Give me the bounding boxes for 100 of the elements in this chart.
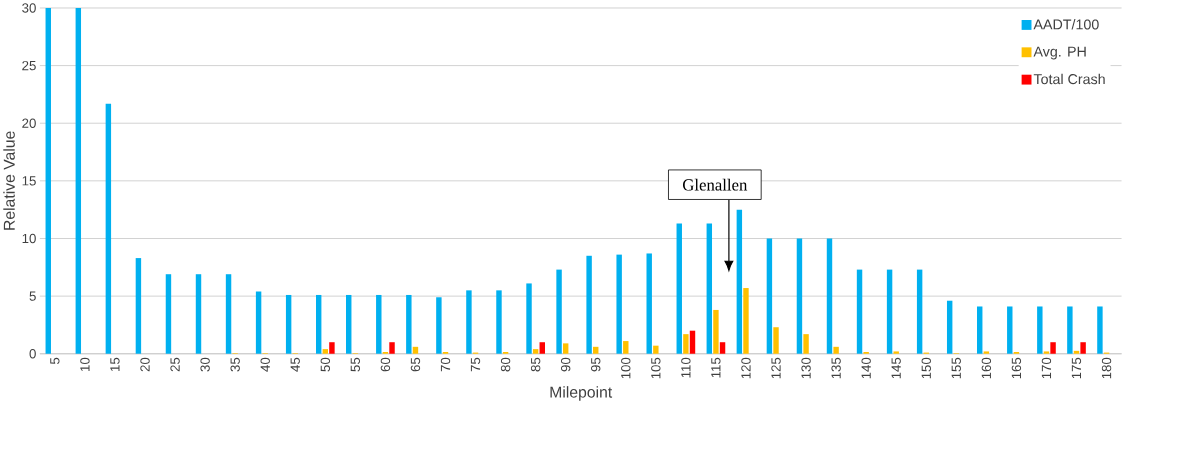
bar — [329, 342, 335, 354]
bar — [646, 253, 652, 354]
bar — [75, 8, 82, 354]
x-tick-label: 35 — [230, 357, 240, 372]
x-tick-label: 165 — [1011, 357, 1022, 379]
bar — [389, 342, 395, 354]
x-tick-label: 110 — [681, 357, 691, 378]
bar — [593, 346, 599, 354]
bar — [886, 269, 893, 354]
x-tick-label: 20 — [140, 357, 150, 372]
bar — [1037, 306, 1043, 354]
bar — [45, 8, 51, 354]
bar — [436, 297, 442, 354]
x-tick-label: 90 — [560, 357, 571, 372]
bar — [322, 349, 329, 354]
bar — [683, 334, 689, 354]
bar — [1067, 306, 1073, 354]
bar — [556, 269, 562, 354]
bar — [616, 254, 622, 354]
x-tick-label: 130 — [801, 357, 811, 379]
x-tick-label: 85 — [530, 357, 541, 372]
bar — [1097, 306, 1103, 354]
bar — [623, 341, 629, 354]
x-tick-label: 155 — [951, 357, 961, 379]
bar — [285, 294, 292, 354]
x-tick-label: 170 — [1041, 357, 1052, 379]
bar — [1007, 306, 1013, 354]
bar — [833, 346, 839, 354]
x-tick-label: 80 — [500, 357, 511, 372]
y-tick-label: 5 — [29, 291, 36, 301]
bar — [1050, 342, 1056, 354]
x-tick-label: 125 — [771, 357, 781, 379]
bar — [689, 330, 696, 354]
bar — [532, 349, 539, 354]
bar — [983, 351, 990, 354]
x-tick-label: 70 — [440, 357, 451, 372]
x-tick-label: 135 — [831, 357, 841, 379]
bar — [135, 258, 142, 354]
bar — [856, 269, 863, 354]
bar — [803, 334, 809, 354]
x-tick-label: 145 — [891, 357, 901, 379]
bar — [1073, 350, 1080, 354]
bar — [676, 223, 682, 354]
bar — [225, 274, 232, 354]
x-tick-label: 100 — [621, 357, 631, 379]
bar — [466, 290, 472, 354]
x-tick-label: 40 — [260, 357, 270, 372]
bar — [105, 103, 112, 354]
bar — [195, 274, 202, 354]
y-tick-label: 10 — [22, 233, 36, 244]
bar — [946, 300, 953, 354]
bar — [766, 238, 773, 354]
bar — [406, 294, 412, 354]
y-tick-label: 15 — [22, 176, 36, 186]
x-tick-label: 150 — [921, 357, 931, 379]
x-tick-label: 25 — [170, 357, 180, 372]
x-tick-label: 65 — [410, 357, 421, 372]
legend-label: Avg. PH — [1033, 46, 1086, 60]
x-tick-label: 30 — [200, 357, 210, 372]
x-tick-label: 55 — [350, 357, 360, 372]
bar — [586, 255, 592, 354]
bar — [496, 290, 502, 354]
bar — [706, 223, 713, 354]
x-tick-label: 115 — [711, 357, 721, 378]
bar — [736, 209, 743, 354]
annotation: Glenallen — [682, 178, 748, 191]
y-tick-label: 0 — [29, 349, 36, 359]
bar — [719, 342, 726, 354]
bar — [376, 294, 382, 354]
bar — [1043, 351, 1050, 354]
bar — [346, 294, 352, 354]
x-tick-label: 95 — [591, 357, 601, 372]
x-tick-label: 60 — [380, 357, 391, 372]
y-tick-label: 20 — [22, 118, 36, 128]
bar — [713, 309, 719, 354]
bar — [773, 327, 779, 354]
y-tick-label: 30 — [22, 3, 36, 13]
x-tick-label: 45 — [290, 357, 300, 372]
legend-label: Total Crash — [1033, 73, 1105, 85]
bar — [1080, 342, 1086, 354]
x-tick-label: 75 — [470, 357, 481, 372]
bar — [255, 291, 262, 354]
x-tick-label: 105 — [651, 357, 661, 379]
bar — [916, 269, 923, 354]
x-tick-label: 5 — [50, 357, 60, 365]
bar — [165, 274, 172, 354]
bar — [539, 342, 545, 354]
bar — [893, 351, 899, 354]
x-tick-label: 10 — [80, 357, 90, 372]
x-tick-label: 15 — [110, 357, 120, 372]
legend-label: AADT/100 — [1033, 19, 1099, 30]
bar — [526, 283, 532, 354]
x-tick-label: 175 — [1071, 357, 1082, 379]
x-tick-label: 160 — [981, 357, 992, 379]
bar — [653, 345, 659, 354]
bar — [796, 238, 803, 354]
y-axis-title: Relative Value — [3, 131, 15, 230]
bar — [743, 288, 749, 354]
bar — [977, 306, 983, 354]
x-axis-title: Milepoint — [550, 386, 613, 401]
